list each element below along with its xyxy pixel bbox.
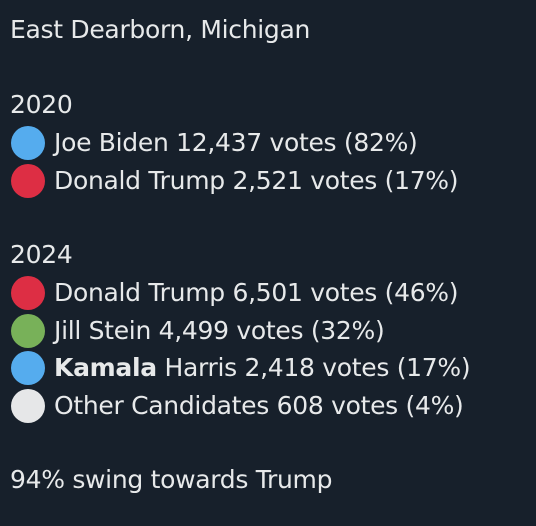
candidate-line: Kamala Harris 2,418 votes (17%) — [54, 350, 471, 386]
location: East Dearborn, Michigan — [10, 12, 310, 48]
year-heading: 2020 — [10, 87, 73, 123]
candidate-name: Jill Stein — [54, 315, 152, 345]
candidate-result: 2,521 votes (17%) — [232, 165, 459, 195]
candidate-result: 12,437 votes (82%) — [176, 128, 418, 157]
candidate-dot — [11, 351, 45, 385]
candidate-result: 6,501 votes (46%) — [232, 278, 459, 307]
candidate-result: 608 votes (4%) — [276, 390, 464, 420]
candidate-name: Other Candidates — [54, 390, 269, 420]
candidate-name: Harris — [164, 353, 237, 382]
candidate-first-name: Kamala — [54, 353, 157, 382]
candidate-result: 2,418 votes (17%) — [244, 353, 471, 382]
candidate-dot — [11, 276, 45, 310]
candidate-result: 4,499 votes (32%) — [158, 315, 385, 345]
candidate-line: Donald Trump 2,521 votes (17%) — [54, 163, 459, 199]
year-heading: 2024 — [10, 237, 73, 273]
footer: 94% swing towards Trump — [10, 462, 332, 498]
candidate-line: Jill Stein 4,499 votes (32%) — [54, 313, 385, 349]
candidate-line: Joe Biden 12,437 votes (82%) — [54, 125, 418, 161]
footer-text: 94% swing towards Trump — [10, 465, 333, 494]
candidate-dot — [11, 388, 45, 423]
candidate-dot — [11, 163, 45, 198]
year-text: 2024 — [10, 240, 73, 269]
candidate-name: Donald Trump — [54, 165, 225, 195]
location-text: East Dearborn, Michigan — [10, 15, 311, 44]
candidate-name: Donald Trump — [54, 278, 225, 307]
candidate-line: Donald Trump 6,501 votes (46%) — [54, 275, 459, 311]
candidate-name: Joe Biden — [54, 128, 169, 157]
candidate-line: Other Candidates 608 votes (4%) — [54, 388, 464, 424]
candidate-dot — [11, 126, 45, 160]
candidate-dot — [11, 313, 45, 348]
year-text: 2020 — [10, 90, 73, 119]
